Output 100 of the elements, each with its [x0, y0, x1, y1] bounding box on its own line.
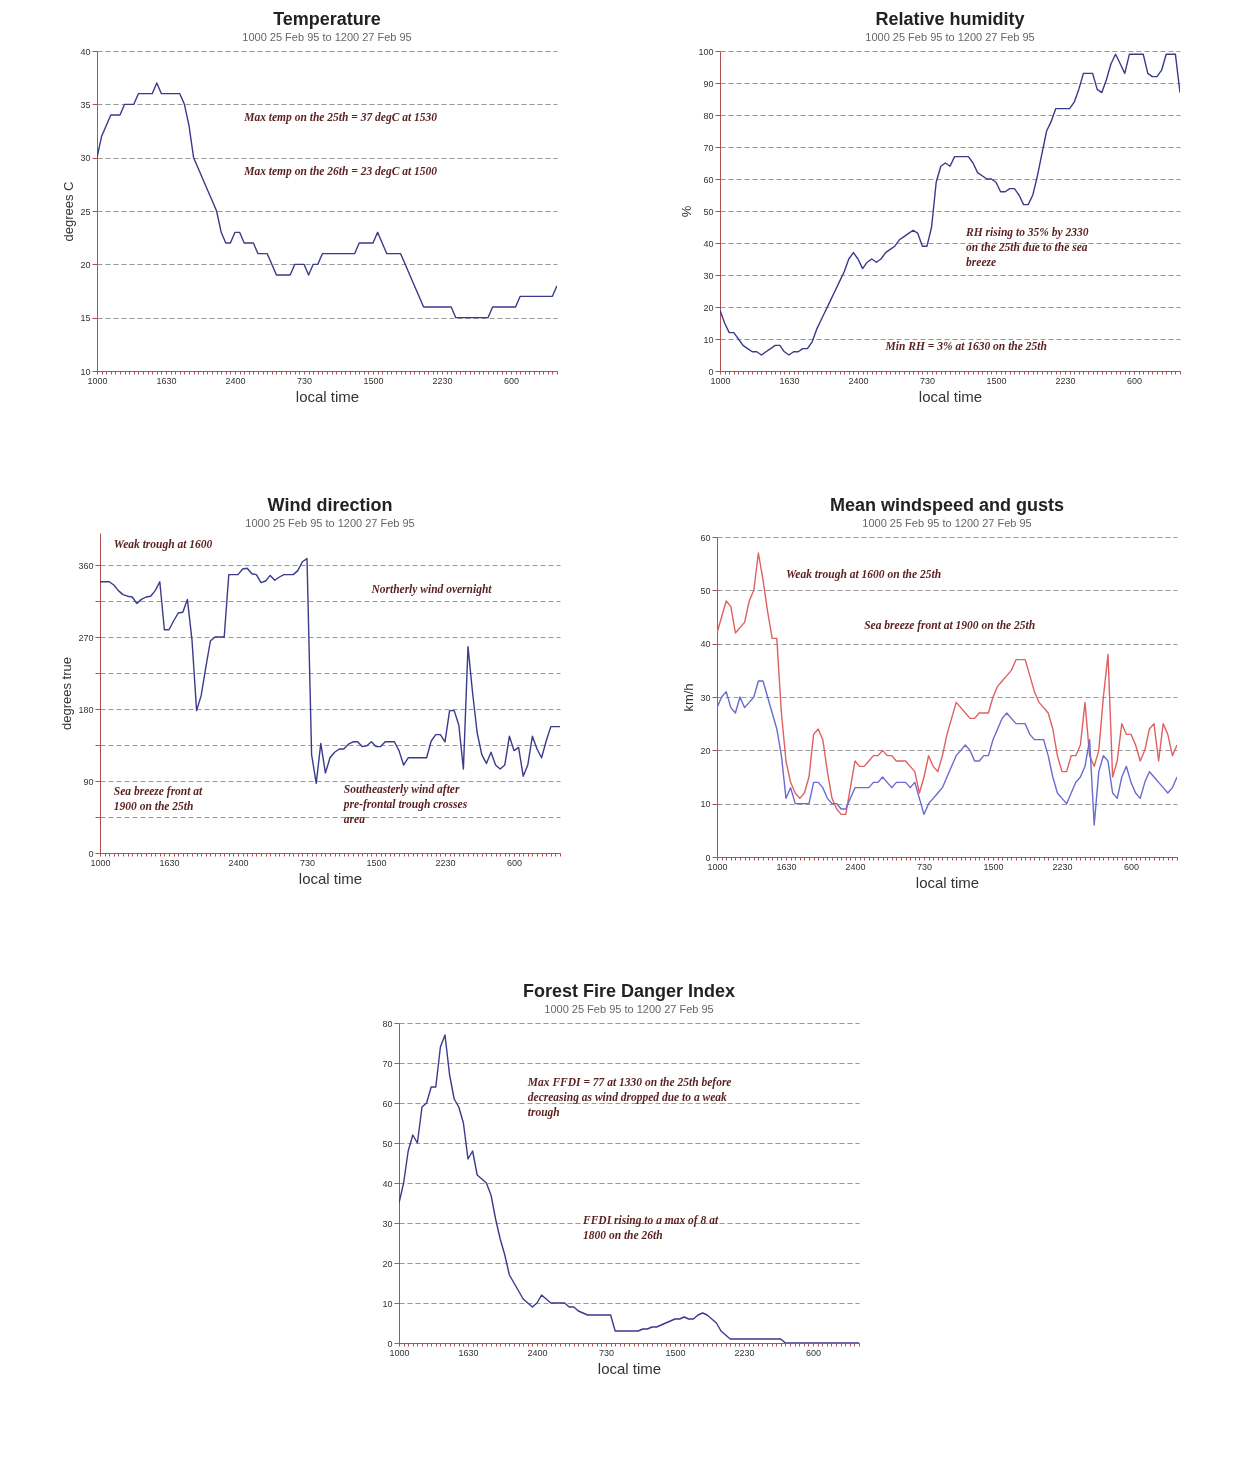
y-tick-label: 40 — [702, 238, 713, 249]
y-tick-label: 10 — [381, 1298, 392, 1309]
y-tick-label: 80 — [702, 110, 713, 121]
x-tick-label: 600 — [1126, 375, 1142, 386]
y-tick-label: 40 — [700, 639, 711, 650]
x-tick-label: 2230 — [1052, 861, 1073, 872]
annotation: Weak trough at 1600 on the 25th — [786, 568, 942, 581]
y-tick-label: 0 — [705, 852, 711, 863]
y-axis-title: % — [678, 205, 694, 218]
y-tick-label: 10 — [700, 799, 711, 810]
chart-subtitle: 1000 25 Feb 95 to 1200 27 Feb 95 — [864, 31, 1035, 43]
x-tick-label: 730 — [916, 861, 933, 872]
y-tick-label: 90 — [702, 78, 713, 89]
x-tick-label: 1500 — [365, 857, 387, 868]
x-axis-title: local time — [298, 869, 362, 887]
y-tick-label: 0 — [707, 366, 713, 377]
x-tick-label: 600 — [506, 857, 522, 868]
annotation: Min RH = 3% at 1630 on the 25th — [884, 339, 1047, 352]
x-tick-label: 1000 — [709, 375, 731, 386]
chart-title: Wind direction — [267, 495, 392, 515]
y-tick-label: 100 — [697, 46, 713, 57]
x-tick-label: 2230 — [733, 1347, 755, 1358]
x-tick-label: 2400 — [847, 375, 869, 386]
x-tick-label: 1500 — [363, 375, 384, 386]
chart-subtitle: 1000 25 Feb 95 to 1200 27 Feb 95 — [543, 1003, 714, 1015]
x-tick-label: 600 — [805, 1347, 821, 1358]
x-tick-label: 600 — [1123, 861, 1140, 872]
chart-subtitle: 1000 25 Feb 95 to 1200 27 Feb 95 — [242, 31, 412, 43]
x-axis-title: local time — [918, 387, 982, 405]
y-tick-label: 60 — [381, 1098, 392, 1109]
y-tick-label: 360 — [77, 560, 93, 571]
y-tick-label: 20 — [80, 259, 91, 270]
y-tick-label: 50 — [702, 206, 713, 217]
x-tick-label: 1630 — [776, 861, 797, 872]
annotation: Sea breeze front at 1900 on the 25th — [113, 784, 203, 812]
x-tick-label: 1500 — [985, 375, 1007, 386]
annotation: Northerly wind overnight — [369, 583, 492, 597]
y-tick-label: 270 — [77, 632, 93, 643]
y-tick-label: 35 — [80, 99, 91, 110]
annotation: Max temp on the 25th = 37 degC at 1530 — [243, 110, 438, 124]
line-series — [719, 53, 1180, 356]
y-tick-label: 25 — [80, 206, 91, 217]
chart-subtitle: 1000 25 Feb 95 to 1200 27 Feb 95 — [862, 517, 1032, 529]
line-series — [99, 557, 560, 785]
y-tick-label: 10 — [702, 334, 713, 345]
x-tick-label: 1630 — [156, 375, 177, 386]
annotation: Sea breeze front at 1900 on the 25th — [864, 619, 1036, 633]
y-tick-label: 180 — [77, 704, 93, 715]
y-tick-label: 30 — [702, 270, 713, 281]
annotation: RH rising to 35% by 2330 on the 25th due to the sea breeze — [964, 226, 1089, 268]
y-axis-title: km/h — [681, 683, 697, 712]
chart-title: Temperature — [273, 9, 381, 29]
x-tick-label: 1000 — [87, 375, 108, 386]
annotation: FFDI rising to a max of 8 at 1800 on the 26th — [581, 1214, 719, 1241]
x-tick-label: 2400 — [225, 375, 246, 386]
y-tick-label: 20 — [381, 1258, 392, 1269]
x-tick-label: 730 — [299, 857, 315, 868]
y-tick-label: 30 — [381, 1218, 392, 1229]
y-tick-label: 0 — [87, 848, 93, 859]
y-tick-label: 20 — [702, 302, 713, 313]
y-tick-label: 40 — [381, 1178, 392, 1189]
line-series — [97, 82, 557, 319]
x-tick-label: 1500 — [664, 1347, 686, 1358]
line-series — [717, 552, 1177, 816]
x-tick-label: 2230 — [434, 857, 456, 868]
y-tick-label: 30 — [700, 692, 711, 703]
x-tick-label: 2230 — [1054, 375, 1076, 386]
y-tick-label: 10 — [80, 366, 91, 377]
x-tick-label: 1000 — [89, 857, 111, 868]
annotation: Max temp on the 26th = 23 degC at 1500 — [243, 165, 438, 179]
y-tick-label: 40 — [80, 46, 91, 57]
x-tick-label: 1500 — [983, 861, 1004, 872]
y-tick-label: 60 — [702, 174, 713, 185]
x-tick-label: 1630 — [457, 1347, 479, 1358]
chart-title: Relative humidity — [874, 9, 1025, 29]
y-axis-title: degrees true — [58, 657, 74, 730]
y-tick-label: 80 — [381, 1018, 392, 1029]
y-tick-label: 0 — [386, 1338, 392, 1349]
x-tick-label: 2400 — [227, 857, 249, 868]
x-tick-label: 1000 — [707, 861, 728, 872]
x-tick-label: 1000 — [388, 1347, 410, 1358]
chart-title: Forest Fire Danger Index — [522, 981, 735, 1001]
x-tick-label: 730 — [598, 1347, 614, 1358]
y-tick-label: 20 — [700, 745, 711, 756]
annotation: Max FFDI = 77 at 1330 on the 25th before decreasing as wind dropped due to a weak trough — [526, 1076, 731, 1120]
y-tick-label: 60 — [700, 532, 711, 543]
y-axis-title: degrees C — [61, 181, 77, 242]
x-axis-title: local time — [597, 1359, 661, 1377]
y-tick-label: 15 — [80, 313, 91, 324]
y-tick-label: 50 — [381, 1138, 392, 1149]
chart-title: Mean windspeed and gusts — [829, 495, 1065, 515]
x-tick-label: 1630 — [778, 375, 800, 386]
x-tick-label: 1630 — [158, 857, 180, 868]
x-tick-label: 730 — [296, 375, 313, 386]
chart-subtitle: 1000 25 Feb 95 to 1200 27 Feb 95 — [244, 517, 415, 529]
x-tick-label: 730 — [919, 375, 935, 386]
y-tick-label: 30 — [80, 153, 91, 164]
x-axis-title: local time — [915, 873, 980, 891]
y-tick-label: 70 — [702, 142, 713, 153]
x-tick-label: 2400 — [845, 861, 866, 872]
